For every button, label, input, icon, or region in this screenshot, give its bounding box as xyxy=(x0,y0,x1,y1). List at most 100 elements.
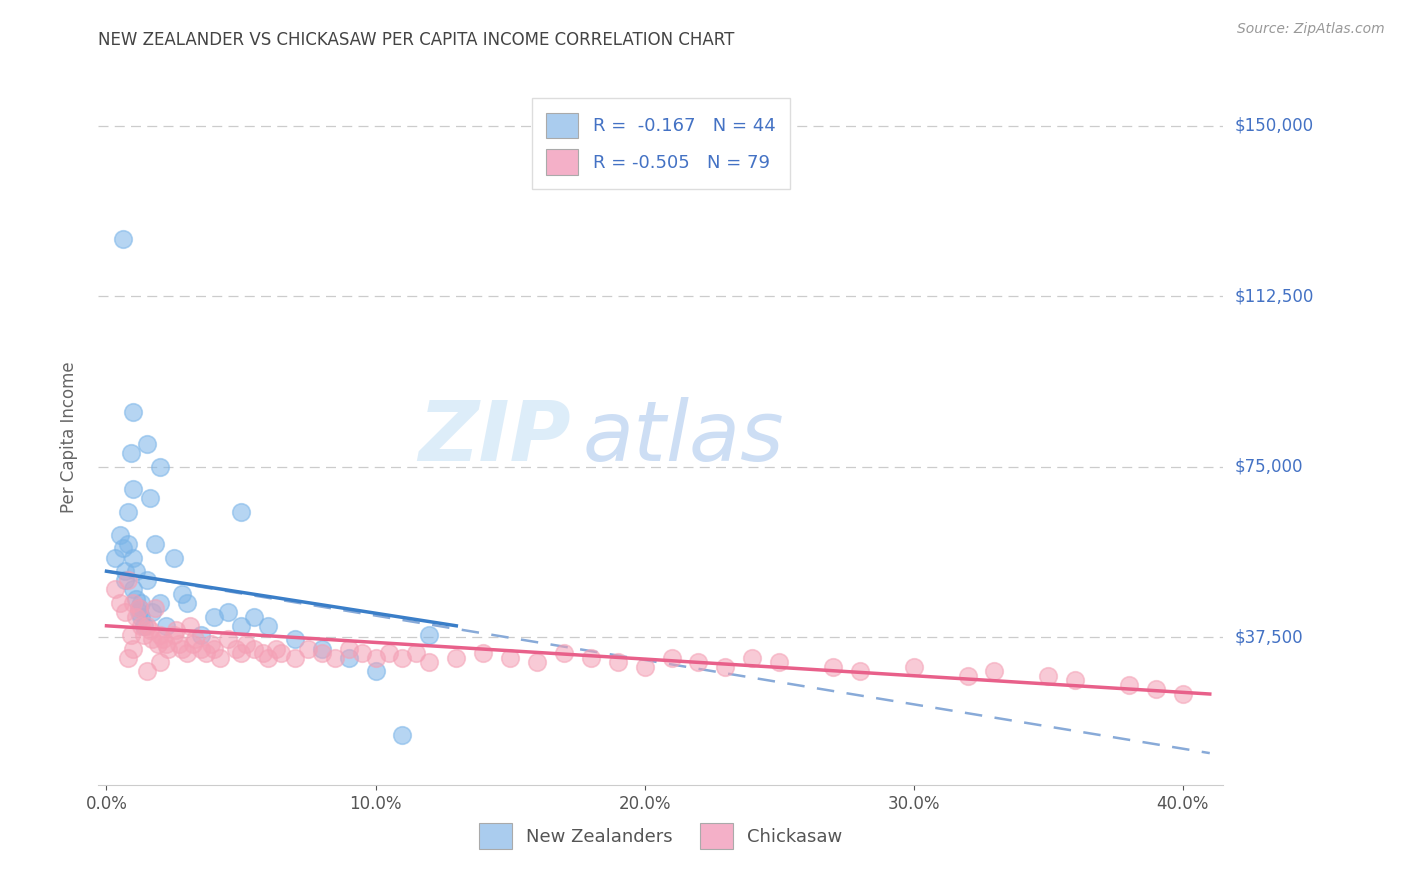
Point xyxy=(122,550,145,565)
Point xyxy=(125,564,148,578)
Point xyxy=(155,619,177,633)
Point xyxy=(143,600,166,615)
Point xyxy=(117,650,139,665)
Point xyxy=(252,646,274,660)
Point xyxy=(1118,678,1140,692)
Point xyxy=(190,628,212,642)
Point xyxy=(114,574,136,588)
Point xyxy=(117,574,139,588)
Point xyxy=(284,650,307,665)
Point xyxy=(181,637,204,651)
Point xyxy=(122,405,145,419)
Point xyxy=(741,650,763,665)
Point xyxy=(472,646,495,660)
Y-axis label: Per Capita Income: Per Capita Income xyxy=(59,361,77,513)
Point xyxy=(257,650,280,665)
Point xyxy=(117,505,139,519)
Point xyxy=(176,596,198,610)
Point xyxy=(111,541,134,556)
Point xyxy=(125,609,148,624)
Point xyxy=(114,605,136,619)
Point xyxy=(149,596,172,610)
Point xyxy=(405,646,427,660)
Point xyxy=(108,596,131,610)
Point xyxy=(176,646,198,660)
Point xyxy=(243,641,266,656)
Point xyxy=(170,641,193,656)
Text: $75,000: $75,000 xyxy=(1234,458,1303,475)
Point xyxy=(257,619,280,633)
Point xyxy=(337,650,360,665)
Point xyxy=(229,646,252,660)
Point xyxy=(352,646,374,660)
Point xyxy=(270,646,292,660)
Point xyxy=(225,641,247,656)
Point xyxy=(1144,682,1167,697)
Point xyxy=(337,641,360,656)
Point xyxy=(131,609,153,624)
Point xyxy=(903,659,925,673)
Point xyxy=(526,655,548,669)
Point xyxy=(128,605,150,619)
Point xyxy=(553,646,575,660)
Text: Source: ZipAtlas.com: Source: ZipAtlas.com xyxy=(1237,22,1385,37)
Point xyxy=(243,609,266,624)
Point xyxy=(391,728,413,742)
Point xyxy=(155,637,177,651)
Point xyxy=(661,650,683,665)
Point xyxy=(122,582,145,597)
Point xyxy=(190,641,212,656)
Point xyxy=(1064,673,1087,688)
Point xyxy=(208,650,231,665)
Point xyxy=(217,605,239,619)
Point xyxy=(149,459,172,474)
Point xyxy=(821,659,844,673)
Point xyxy=(202,609,225,624)
Text: $37,500: $37,500 xyxy=(1234,628,1303,646)
Point xyxy=(983,665,1005,679)
Point xyxy=(135,437,157,451)
Point xyxy=(768,655,790,669)
Point xyxy=(378,646,401,660)
Point xyxy=(229,619,252,633)
Point xyxy=(418,628,440,642)
Point xyxy=(146,637,169,651)
Point xyxy=(323,650,346,665)
Point xyxy=(688,655,710,669)
Point xyxy=(200,637,222,651)
Point xyxy=(184,632,207,647)
Point xyxy=(634,659,657,673)
Point xyxy=(311,641,333,656)
Point xyxy=(143,537,166,551)
Point xyxy=(714,659,737,673)
Point xyxy=(179,619,201,633)
Point xyxy=(135,574,157,588)
Point xyxy=(135,665,157,679)
Point xyxy=(120,446,142,460)
Point xyxy=(149,628,172,642)
Point xyxy=(128,600,150,615)
Point xyxy=(1038,669,1060,683)
Point xyxy=(229,505,252,519)
Point xyxy=(167,637,190,651)
Point xyxy=(284,632,307,647)
Point xyxy=(364,650,387,665)
Point xyxy=(956,669,979,683)
Point xyxy=(606,655,628,669)
Point xyxy=(122,641,145,656)
Point xyxy=(235,637,257,651)
Point xyxy=(166,624,188,638)
Point xyxy=(579,650,602,665)
Point xyxy=(163,628,186,642)
Point xyxy=(103,582,125,597)
Point xyxy=(138,491,160,506)
Point xyxy=(141,605,163,619)
Point xyxy=(152,632,174,647)
Point xyxy=(149,655,172,669)
Point xyxy=(499,650,522,665)
Point xyxy=(128,600,150,615)
Point xyxy=(446,650,468,665)
Point xyxy=(391,650,413,665)
Point xyxy=(202,641,225,656)
Point xyxy=(1171,687,1194,701)
